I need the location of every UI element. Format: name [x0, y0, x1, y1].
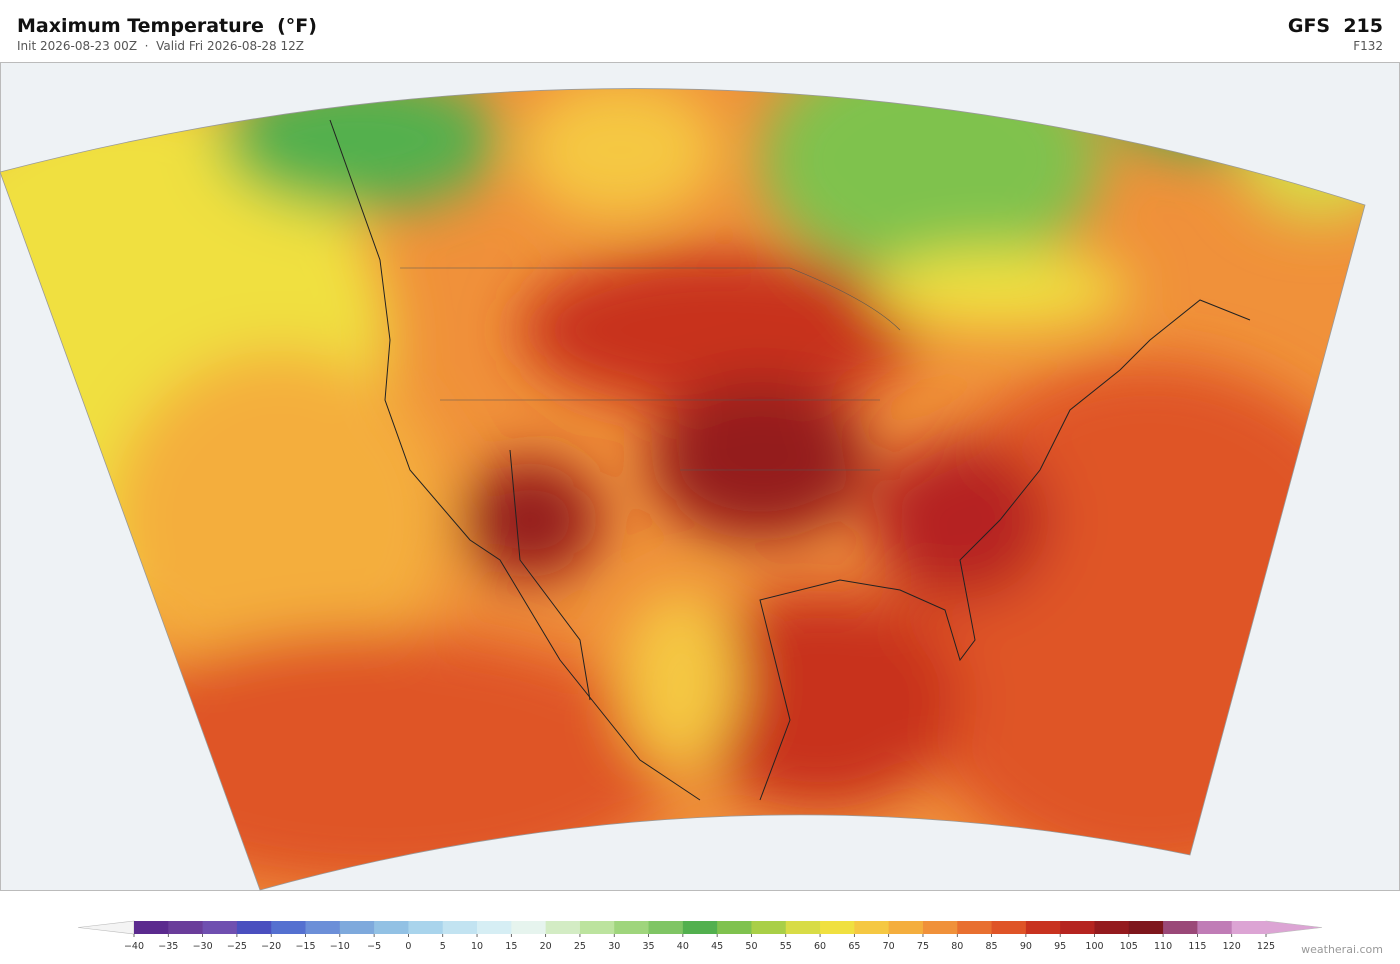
- colorbar-bin: [1197, 921, 1233, 934]
- colorbar-bin: [202, 921, 238, 934]
- colorbar: −40 −35 −30 −25 −20 −15 −10 −5 0 5 10 15 20 25 30 35 40 4…: [77, 920, 1323, 952]
- colorbar-bin: [682, 921, 718, 934]
- colorbar-tick-label: 10: [471, 941, 483, 952]
- colorbar-bin: [545, 921, 581, 934]
- colorbar-tick-label: 120: [1223, 941, 1241, 952]
- domain-outline: [0, 88, 1366, 891]
- colorbar-bin: [1025, 921, 1061, 934]
- colorbar-tick-label: 65: [848, 941, 860, 952]
- colorbar-tick-label: 105: [1120, 941, 1138, 952]
- colorbar-tick-label: −20: [261, 941, 281, 952]
- map-subtitle: Init 2026-08-23 00Z · Valid Fri 2026-08-…: [17, 39, 304, 53]
- colorbar-bin: [236, 921, 272, 934]
- colorbar-bin: [1094, 921, 1130, 934]
- borders: [400, 267, 901, 471]
- colorbar-bin: [271, 921, 307, 934]
- colorbar-tick-label: 125: [1257, 941, 1275, 952]
- map-title: Maximum Temperature (°F): [17, 15, 317, 37]
- colorbar-bin: [1060, 921, 1095, 934]
- colorbar-over: [1265, 920, 1323, 935]
- colorbar-tick-label: 30: [608, 941, 620, 952]
- colorbar-tick-label: 40: [677, 941, 689, 952]
- colorbar-tick-label: −30: [193, 941, 213, 952]
- colorbar-bin: [511, 921, 547, 934]
- colorbar-bin: [1128, 921, 1164, 934]
- colorbar-bin: [854, 921, 890, 934]
- colorbar-tick-label: 5: [440, 941, 446, 952]
- colorbar-tick-label: 25: [574, 941, 586, 952]
- colorbar-tick-label: 45: [711, 941, 723, 952]
- colorbar-bin: [1231, 921, 1267, 934]
- colorbar-tick-label: 55: [780, 941, 792, 952]
- colorbar-tick-label: 100: [1085, 941, 1103, 952]
- colorbar-tick-label: 0: [405, 941, 411, 952]
- colorbar-tick-label: 70: [883, 941, 895, 952]
- colorbar-bin: [339, 921, 375, 934]
- forecast-hour: F132: [1353, 39, 1383, 53]
- colorbar-bin: [785, 921, 821, 934]
- colorbar-tick-label: −40: [124, 941, 144, 952]
- colorbar-tick-label: 110: [1154, 941, 1172, 952]
- colorbar-tick-label: 15: [505, 941, 517, 952]
- colorbar-tick-label: 75: [917, 941, 929, 952]
- colorbar-bin: [408, 921, 444, 934]
- colorbar-tick-label: 60: [814, 941, 826, 952]
- credit: weatherai.com: [1301, 943, 1383, 956]
- colorbar-bin: [614, 921, 650, 934]
- colorbar-tick-label: 95: [1054, 941, 1066, 952]
- colorbar-tick-label: 35: [642, 941, 654, 952]
- colorbar-bin: [1163, 921, 1198, 934]
- colorbar-tick-label: 90: [1020, 941, 1032, 952]
- colorbar-bin: [991, 921, 1027, 934]
- colorbar-tick-label: −10: [330, 941, 350, 952]
- baja-coast: [509, 449, 591, 701]
- colorbar-bin: [134, 921, 169, 934]
- colorbar-bin: [717, 921, 752, 934]
- colorbar-tick-label: 50: [745, 941, 757, 952]
- colorbar-tick-label: 115: [1188, 941, 1206, 952]
- colorbar-tick-label: 80: [951, 941, 963, 952]
- colorbar-bin: [168, 921, 204, 934]
- colorbar-tick-label: 20: [540, 941, 552, 952]
- colorbar-bin: [305, 921, 341, 934]
- colorbar-bin: [820, 921, 855, 934]
- colorbar-bin: [477, 921, 512, 934]
- colorbar-bin: [751, 921, 787, 934]
- colorbar-tick-label: −5: [367, 941, 381, 952]
- colorbar-bin: [579, 921, 615, 934]
- coastline: [329, 119, 1251, 801]
- colorbar-bin: [888, 921, 924, 934]
- colorbar-bin: [957, 921, 993, 934]
- temperature-field: [0, 88, 1365, 891]
- colorbar-tick-label: −15: [295, 941, 315, 952]
- colorbar-under: [77, 920, 135, 935]
- model-name: GFS 215: [1287, 15, 1383, 37]
- colorbar-bin: [374, 921, 409, 934]
- colorbar-tick-label: −35: [158, 941, 178, 952]
- colorbar-tick-label: 85: [986, 941, 998, 952]
- colorbar-bin: [442, 921, 478, 934]
- colorbar-bin: [922, 921, 958, 934]
- colorbar-bin: [648, 921, 684, 934]
- colorbar-tick-label: −25: [227, 941, 247, 952]
